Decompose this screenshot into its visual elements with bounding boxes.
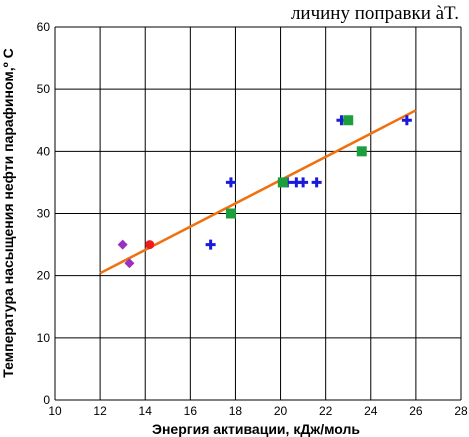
circle-point [145,240,155,250]
cross-point [205,239,216,250]
x-tick-label: 12 [93,404,107,418]
diamond-point [117,239,128,250]
x-tick-label: 24 [364,404,378,418]
cross-point [298,177,309,188]
square-point [343,115,354,126]
cross-point [401,115,412,126]
square-point [356,146,367,157]
grid [54,26,462,401]
x-axis-label: Энергия активации, кДж/моль [152,421,360,437]
y-axis-label: Температура насыщения нефти парафином,º … [0,48,16,377]
square-point [277,177,288,188]
y-tick-label: 30 [37,207,51,221]
header-text: личину поправки àT. [291,3,459,24]
x-tick-label: 20 [274,404,288,418]
data-points [117,115,412,269]
y-tick-label: 20 [37,269,51,283]
x-tick-label: 18 [229,404,243,418]
y-tick-label: 0 [43,393,50,407]
x-tick-label: 14 [139,404,153,418]
y-tick-label: 60 [37,20,51,34]
x-tick-label: 22 [319,404,333,418]
cross-point [225,177,236,188]
x-tick-label: 16 [184,404,198,418]
square-point [225,208,236,219]
y-tick-label: 50 [37,82,51,96]
y-tick-label: 10 [37,331,51,345]
trendline [99,109,417,275]
cross-point [311,177,322,188]
y-tick-label: 40 [37,144,51,158]
x-tick-label: 10 [48,404,62,418]
x-tick-label: 26 [409,404,423,418]
x-tick-label: 28 [454,404,468,418]
trendline-group [99,109,417,275]
diamond-point [124,258,135,269]
